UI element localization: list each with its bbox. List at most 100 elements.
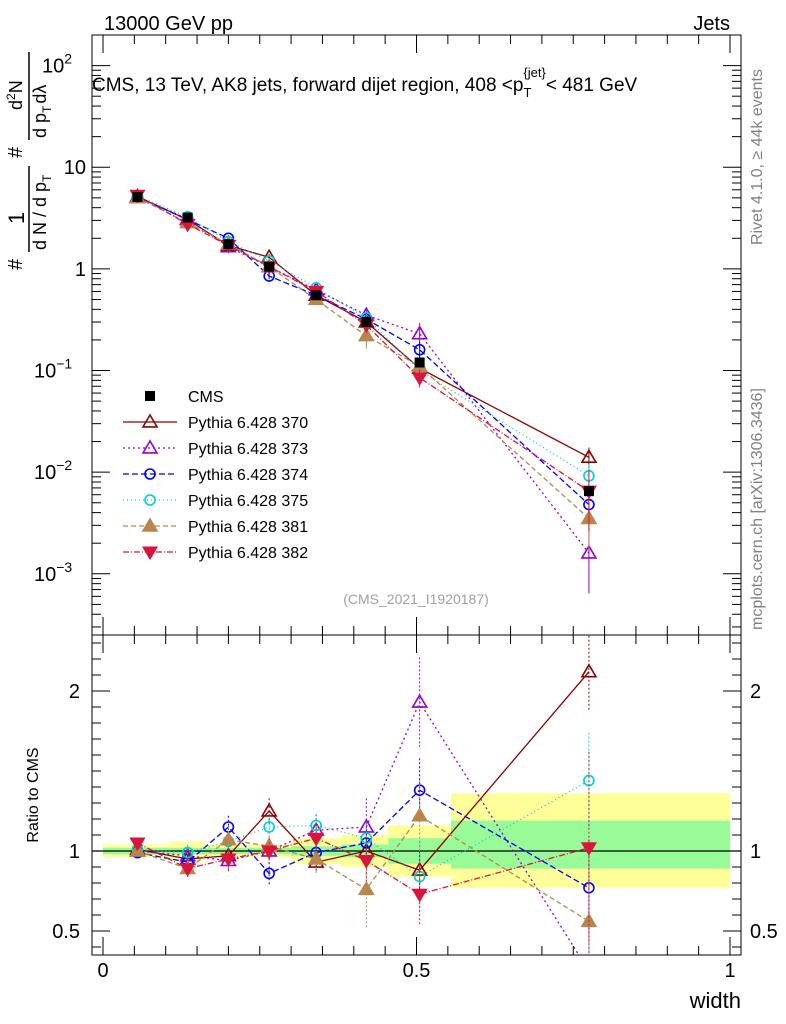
xtick-label-1: 0.5	[403, 960, 431, 982]
ratio-point-382	[129, 837, 146, 852]
ratio-point-381	[357, 880, 375, 896]
main-ytick-base: 10	[42, 56, 64, 78]
ylabel-one: 1	[4, 212, 29, 224]
legend-label-375: Pythia 6.428 375	[188, 493, 308, 510]
main-point-370	[580, 448, 598, 464]
header-collision: 13000 GeV pp	[104, 13, 233, 35]
ratio-point-382	[411, 888, 428, 903]
ylabel-num2-tail: N	[6, 80, 26, 93]
chart-title-tail: < 481 GeV	[546, 75, 638, 96]
legend-label-381: Pythia 6.428 381	[188, 519, 308, 536]
main-ytick-base: 10	[34, 462, 56, 484]
ratio-point-381	[411, 807, 429, 822]
ratio-point-382	[220, 853, 237, 868]
chart-title-subscript: T	[523, 85, 531, 100]
main-series-layer	[129, 187, 598, 594]
legend-marker-374	[144, 468, 156, 480]
ratio-point-382	[261, 845, 278, 860]
ratio-series-layer	[129, 635, 598, 955]
chart-title-main: CMS, 13 TeV, AK8 jets, forward dijet reg…	[92, 75, 523, 96]
ratio-series-clipped	[129, 635, 598, 955]
x-axis-label: width	[689, 988, 741, 1013]
main-line-381	[137, 197, 590, 519]
xtick-label-0: 0	[97, 960, 108, 982]
mcplots-label: mcplots.cern.ch [arXiv:1306.3436]	[749, 388, 766, 630]
legend-marker-373	[141, 439, 159, 454]
legend-label-373: Pythia 6.428 373	[188, 441, 308, 458]
x-axis-ticks: 0 0.5 1	[97, 35, 736, 982]
ratio-ytick-label-left-2: 2	[69, 681, 80, 703]
main-ytick-exp: −1	[56, 356, 72, 372]
main-ytick-label-3: 10−1	[34, 356, 72, 383]
ylabel-hash-1: #	[5, 258, 27, 270]
main-line-382	[137, 194, 590, 492]
ratio-y-axis-ticks: 0.5 0.5 1 1 2 2	[52, 642, 778, 948]
ylabel-hash-2: #	[5, 146, 27, 158]
ratio-line-370	[137, 671, 590, 871]
main-point-cms	[132, 191, 143, 202]
main-ytick-base: 10	[34, 564, 56, 586]
main-point-cms	[311, 290, 322, 301]
legend-label-374: Pythia 6.428 374	[188, 467, 308, 484]
main-point-373	[411, 325, 429, 340]
main-ytick-label-0: 102	[42, 51, 72, 78]
ratio-point-375	[360, 832, 373, 845]
chart-title-superscript: {jet}	[523, 65, 546, 80]
ratio-point-375	[181, 846, 194, 859]
analysis-tag: (CMS_2021_I1920187)	[343, 591, 489, 607]
legend-marker-381	[141, 517, 159, 532]
main-ytick-label-2: 1	[75, 259, 86, 281]
ylabel-den1-sub: T	[40, 174, 54, 182]
ratio-point-382	[580, 842, 597, 856]
main-y-axis-label: # 1 d N / d pT # d2N d pTdλ	[4, 52, 54, 270]
main-ytick-base: 10	[64, 157, 86, 179]
ylabel-num2-sup: 2	[4, 93, 18, 100]
ratio-point-375	[310, 819, 322, 832]
main-ytick-label-1: 10	[64, 157, 86, 179]
ratio-ytick-label-right-0: 0.5	[750, 921, 778, 943]
main-ytick-label-5: 10−3	[34, 559, 72, 586]
ratio-point-382	[308, 832, 325, 847]
ratio-ytick-label-left-0: 0.5	[52, 921, 80, 943]
ratio-point-374	[263, 867, 275, 880]
main-point-382	[411, 372, 428, 386]
ylabel-numerator-2: d2N	[4, 80, 26, 110]
rivet-version-label: Rivet 4.1.0, ≥ 44k events	[749, 69, 766, 245]
main-point-373	[580, 544, 598, 559]
ylabel-den1-text: d N / d p	[30, 182, 50, 250]
main-point-cms	[223, 239, 234, 250]
ratio-line-382	[137, 837, 590, 895]
ylabel-denominator-2: d pTdλ	[30, 85, 54, 138]
ylabel-den2-tail: dλ	[30, 85, 50, 104]
legend-marker-382	[141, 546, 159, 561]
main-ytick-label-4: 10−2	[34, 457, 72, 484]
ratio-ytick-label-right-2: 2	[750, 681, 761, 703]
ratio-ytick-label-right-1: 1	[750, 841, 761, 863]
main-point-cms	[361, 317, 372, 328]
legend-marker-370	[141, 413, 159, 428]
legend-label-382: Pythia 6.428 382	[188, 545, 308, 562]
main-ytick-base: 10	[34, 361, 56, 383]
xtick-label-2: 1	[724, 960, 735, 982]
main-point-374	[413, 343, 426, 356]
main-ytick-exp: −2	[56, 457, 72, 473]
ratio-point-373	[411, 693, 429, 708]
ylabel-denominator-1: d N / d pT	[30, 174, 54, 250]
main-point-cms	[583, 486, 594, 497]
legend-label-370: Pythia 6.428 370	[188, 415, 308, 432]
main-ytick-exp: −3	[56, 559, 72, 575]
ratio-point-382	[179, 863, 196, 877]
ratio-point-381	[307, 850, 325, 865]
legend-marker-375	[144, 494, 156, 506]
ratio-line-374	[137, 789, 590, 889]
legend-label-CMS: CMS	[188, 389, 224, 406]
main-point-381	[357, 327, 375, 342]
main-point-cms	[264, 261, 275, 272]
main-point-cms	[182, 212, 193, 223]
ratio-point-370	[580, 663, 598, 678]
ylabel-den2-text: d p	[30, 113, 50, 138]
main-ytick-base: 1	[75, 259, 86, 281]
ratio-point-381	[220, 831, 237, 846]
